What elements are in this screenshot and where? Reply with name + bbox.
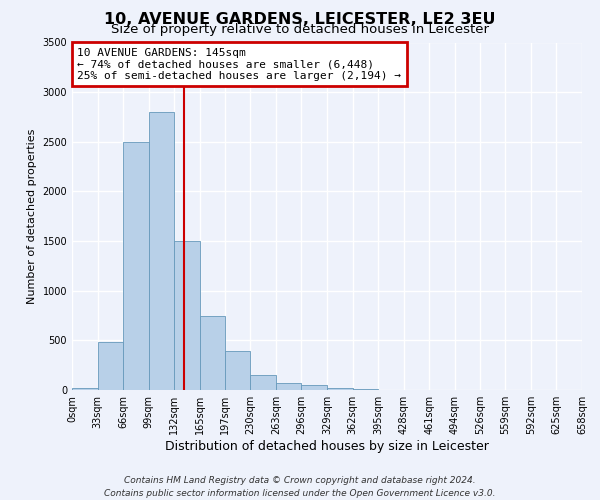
Bar: [327, 388, 353, 390]
Bar: [123, 142, 149, 390]
Text: 10, AVENUE GARDENS, LEICESTER, LE2 3EU: 10, AVENUE GARDENS, LEICESTER, LE2 3EU: [104, 12, 496, 28]
Text: Contains HM Land Registry data © Crown copyright and database right 2024.
Contai: Contains HM Land Registry data © Crown c…: [104, 476, 496, 498]
Bar: [98, 342, 123, 390]
Bar: [250, 376, 276, 390]
Bar: [353, 389, 378, 390]
Text: 10 AVENUE GARDENS: 145sqm
← 74% of detached houses are smaller (6,448)
25% of se: 10 AVENUE GARDENS: 145sqm ← 74% of detac…: [77, 48, 401, 81]
Y-axis label: Number of detached properties: Number of detached properties: [27, 128, 37, 304]
Bar: [149, 112, 175, 390]
Bar: [224, 351, 250, 390]
Text: Size of property relative to detached houses in Leicester: Size of property relative to detached ho…: [111, 22, 489, 36]
Bar: [301, 385, 327, 390]
X-axis label: Distribution of detached houses by size in Leicester: Distribution of detached houses by size …: [165, 440, 489, 453]
Bar: [72, 388, 98, 390]
Bar: [175, 241, 200, 390]
Bar: [276, 382, 301, 390]
Bar: [200, 316, 224, 390]
